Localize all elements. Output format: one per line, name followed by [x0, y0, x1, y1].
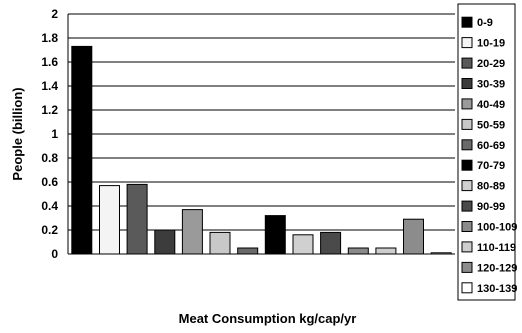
- bar-100-109: [347, 247, 369, 255]
- bar-0-9: [71, 45, 93, 255]
- legend-label: 30-39: [477, 79, 505, 91]
- legend-label: 0-9: [477, 17, 493, 29]
- bar-40-49: [181, 209, 203, 255]
- legend-swatch: [461, 282, 473, 294]
- legend-swatch: [461, 180, 473, 192]
- legend-swatch: [461, 57, 473, 69]
- bar-10-19: [99, 185, 120, 255]
- bar-60-69: [237, 247, 259, 255]
- bar-80-89: [292, 234, 314, 255]
- legend-swatch: [461, 98, 473, 110]
- legend-label: 60-69: [477, 140, 505, 152]
- legend-label: 90-99: [477, 201, 505, 213]
- legend-swatch: [461, 241, 473, 253]
- y-tick-label: 2: [51, 7, 58, 21]
- bars: [71, 45, 452, 255]
- legend: 0-9 10-19 20-29 30-39 40-49 50-59 60-69 70-79 80…: [457, 3, 517, 301]
- y-tick-label: 0: [51, 247, 58, 261]
- y-tick-label: 1.8: [41, 31, 58, 45]
- legend-swatch: [461, 221, 473, 232]
- legend-label: 70-79: [477, 160, 505, 172]
- legend-label: 10-19: [477, 38, 505, 50]
- legend-label: 80-89: [477, 181, 505, 193]
- legend-label: 40-49: [477, 99, 505, 111]
- y-tick-label: 0.8: [41, 151, 58, 165]
- legend-swatch: [461, 200, 473, 212]
- legend-label: 110-119: [477, 242, 516, 254]
- legend-label: 130-139: [477, 283, 517, 295]
- bar-110-119: [375, 247, 397, 255]
- y-axis-title: People (billion): [10, 87, 25, 180]
- legend-swatch: [461, 78, 473, 89]
- legend-label: 20-29: [477, 58, 505, 70]
- bar-20-29: [126, 183, 148, 255]
- y-tick-label: 1.6: [41, 55, 58, 69]
- legend-swatch: [461, 16, 473, 28]
- bar-120-129: [403, 218, 424, 255]
- legend-swatch: [461, 261, 473, 273]
- gridlines: [68, 13, 455, 231]
- x-axis-title: Meat Consumption kg/cap/yr: [179, 311, 357, 326]
- bar-90-99: [320, 231, 342, 255]
- y-tick-label: 1.4: [41, 79, 58, 93]
- legend-label: 50-59: [477, 119, 505, 131]
- bar-50-59: [209, 231, 231, 255]
- y-tick-labels: 0 0.2 0.4 0.6 0.8 1 1.2 1.4 1.6 1.8 2: [41, 7, 58, 261]
- legend-swatch: [461, 139, 473, 151]
- bar-30-39: [154, 229, 176, 255]
- y-tick-label: 1: [51, 127, 58, 141]
- y-tick-label: 0.6: [41, 175, 58, 189]
- bar-70-79: [264, 215, 286, 255]
- legend-swatch: [461, 118, 473, 130]
- legend-label: 100-109: [477, 222, 517, 234]
- legend-swatch: [461, 159, 473, 171]
- legend-label: 120-129: [477, 262, 517, 274]
- y-tick-label: 1.2: [41, 103, 58, 117]
- y-tick-label: 0.2: [41, 223, 58, 237]
- y-tick-label: 0.4: [41, 199, 58, 213]
- legend-swatch: [461, 37, 473, 49]
